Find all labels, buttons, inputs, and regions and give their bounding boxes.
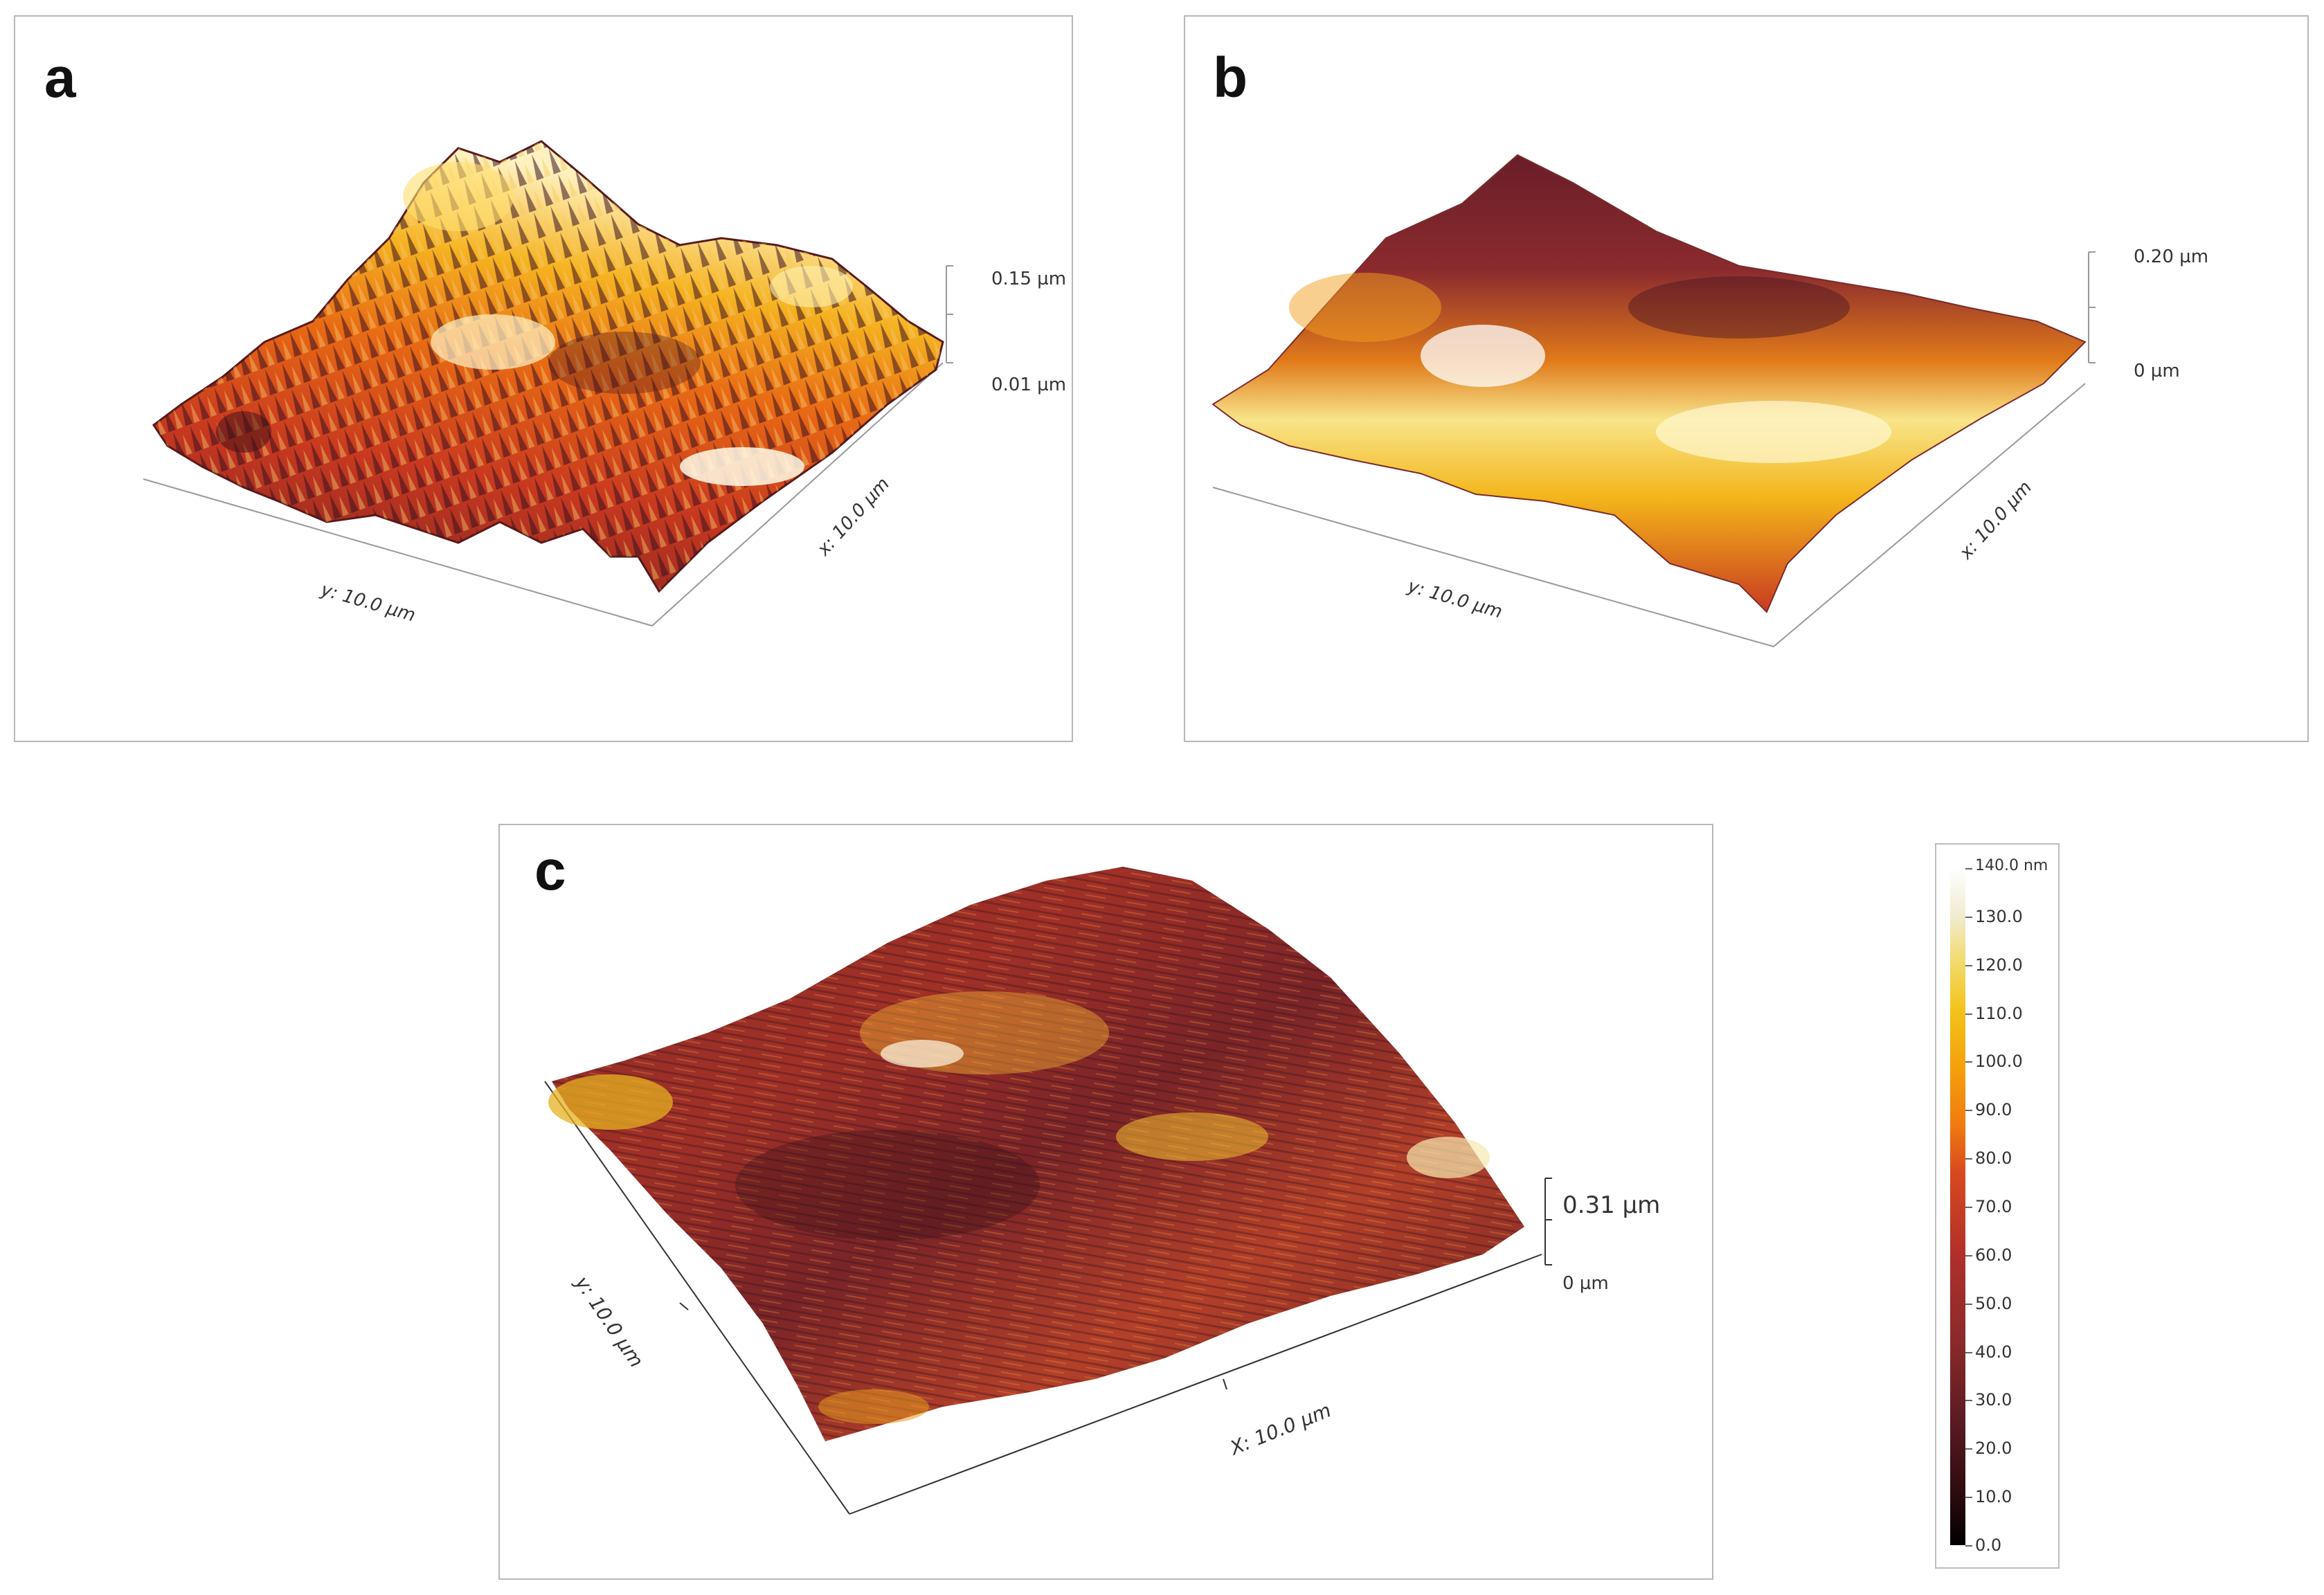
- colorbar-tick-mark: [1965, 1110, 1972, 1112]
- height-colorbar: 140.0 nm 130.0 120.0 110.0 100.0 90.0 80.0 70.…: [1935, 843, 2060, 1569]
- colorbar-tick-mark: [1965, 1497, 1972, 1499]
- surface-body: [1211, 154, 2087, 613]
- y-axis-label: y: 10.0 µm: [570, 1272, 648, 1372]
- colorbar-tick-label: 90.0: [1975, 1100, 2012, 1120]
- colorbar-tick-label: 10.0: [1975, 1487, 2012, 1507]
- y-axis-label: y: 10.0 µm: [1405, 576, 1504, 623]
- colorbar-tick-label: 80.0: [1975, 1148, 2012, 1169]
- panel-c: c: [498, 824, 1713, 1580]
- afm-surface-a: y: 10.0 µm x: 10.0 µm 0.15 µm 0.01 µm: [143, 140, 1066, 627]
- z-max-label: 0.31 µm: [1562, 1191, 1660, 1219]
- panel-b: b y: 10.0 µm x: 10.0 µm 0.20 µm 0 µm: [1184, 15, 2309, 742]
- afm-surface-b: y: 10.0 µm x: 10.0 µm 0.20 µm 0 µm: [1211, 154, 2208, 647]
- z-min-label: 0 µm: [1562, 1273, 1609, 1294]
- y-axis-line: [143, 478, 653, 627]
- colorbar-tick-mark: [1965, 1158, 1972, 1160]
- colorbar-tick-label: 50.0: [1975, 1293, 2012, 1313]
- colorbar-tick-mark: [1965, 1351, 1972, 1353]
- colorbar-tick-label: 120.0: [1975, 955, 2023, 975]
- colorbar-tick-label: 40.0: [1975, 1342, 2012, 1362]
- colorbar-tick-label: 70.0: [1975, 1197, 2012, 1216]
- colorbar-tick-mark: [1965, 1303, 1972, 1305]
- panel-a: a: [14, 15, 1073, 742]
- y-axis-label: y: 10.0 µm: [318, 579, 417, 627]
- x-axis-label: x: 10.0 µm: [813, 474, 894, 560]
- colorbar-tick-label: 20.0: [1975, 1439, 2012, 1459]
- colorbar-tick-label: 30.0: [1975, 1390, 2012, 1410]
- x-axis-line: [651, 362, 944, 627]
- colorbar-tick-mark: [1965, 1207, 1972, 1208]
- colorbar-tick-label: 0.0: [1975, 1535, 2002, 1555]
- colorbar-tick-mark: [1965, 1448, 1972, 1450]
- colorbar-tick-mark: [1965, 1545, 1972, 1547]
- afm-surface-c: y: 10.0 µm X: 10.0 µm 0.31 µm 0 µm: [544, 867, 1660, 1515]
- x-axis-label: X: 10.0 µm: [1225, 1398, 1334, 1460]
- panel-label: b: [1213, 46, 1248, 109]
- x-axis-label: x: 10.0 µm: [1955, 477, 2036, 564]
- colorbar-tick-label: 60.0: [1975, 1245, 2012, 1265]
- colorbar-tick-label: 110.0: [1975, 1003, 2023, 1023]
- colorbar-tick-mark: [1965, 964, 1972, 966]
- z-max-label: 0.20 µm: [2134, 246, 2208, 267]
- colorbar-tick-mark: [1965, 1254, 1972, 1256]
- colorbar-tick-mark: [1965, 1013, 1972, 1015]
- z-min-label: 0.01 µm: [991, 375, 1066, 395]
- panel-label: a: [44, 46, 76, 109]
- colorbar-tick-mark: [1965, 916, 1972, 918]
- colorbar-tick-mark: [1965, 1061, 1972, 1063]
- colorbar-max-label: 140.0 nm: [1975, 857, 2048, 874]
- colorbar-tick-label: 100.0: [1975, 1052, 2023, 1072]
- colorbar-tick-mark: [1965, 1400, 1972, 1402]
- colorbar-gradient: [1950, 868, 1965, 1545]
- panel-label: c: [534, 839, 566, 902]
- z-min-label: 0 µm: [2134, 361, 2180, 381]
- colorbar-tick-label: 130.0: [1975, 906, 2023, 926]
- z-max-label: 0.15 µm: [991, 269, 1066, 289]
